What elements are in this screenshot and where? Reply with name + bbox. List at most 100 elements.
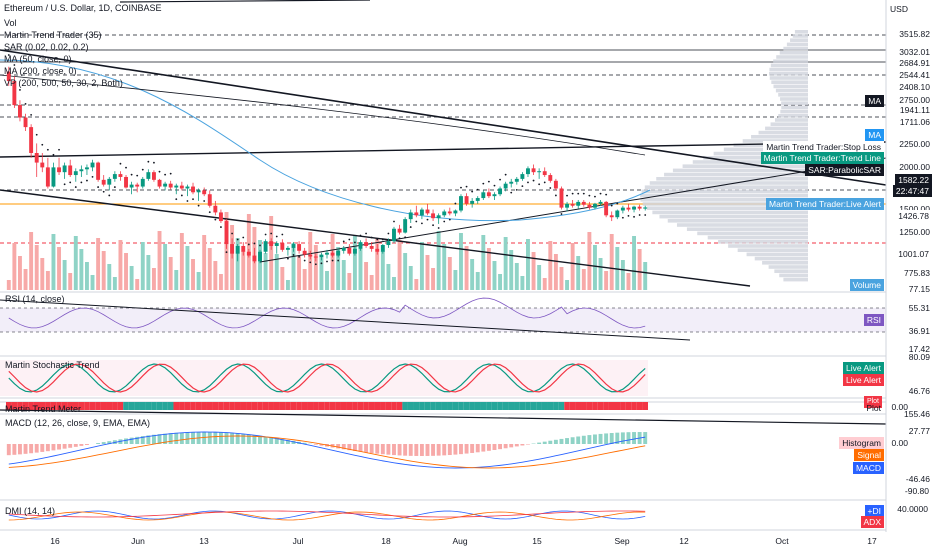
sar-dot	[303, 259, 306, 262]
volume-bar	[40, 258, 45, 290]
macd-histogram-bar	[375, 444, 380, 454]
macd-histogram-bar	[453, 444, 458, 455]
sar-dot	[460, 186, 462, 189]
volume-profile-bar	[781, 101, 808, 105]
volume-profile-bar	[774, 269, 808, 273]
sar-dot	[186, 200, 189, 202]
sar-dot	[426, 218, 429, 221]
trend-meter-cell	[413, 402, 420, 410]
volume-bar	[632, 236, 636, 290]
candle	[202, 190, 207, 195]
trend-meter-cell	[279, 402, 286, 410]
pane-rsi-title[interactable]: RSI (14, close)	[5, 294, 65, 304]
indicator-vol[interactable]: Vol	[4, 18, 17, 28]
volume-bar	[258, 240, 262, 290]
volume-bar	[587, 232, 592, 290]
indicator-vp[interactable]: VP (200, 500, 50, 30, 2, Both)	[4, 78, 123, 88]
trend-meter-cell	[536, 402, 542, 410]
macd-histogram-bar	[436, 444, 441, 456]
trend-meter-cell	[335, 402, 341, 410]
volume-profile-bar	[773, 59, 808, 63]
macd-histogram-bar	[174, 432, 179, 444]
volume-bar	[341, 260, 346, 290]
macd-histogram-bar	[414, 444, 419, 456]
macd-tag: MACD	[852, 462, 884, 474]
macd-histogram-bar	[464, 444, 469, 454]
volume-bar	[297, 256, 302, 290]
trend-meter-cell	[642, 402, 648, 410]
sar-dot	[432, 224, 434, 227]
trend-meter-cell	[318, 402, 325, 410]
pane-meter-title[interactable]: Martin Trend Meter	[5, 404, 82, 414]
candle	[358, 242, 363, 249]
live-alert-tag: Martin Trend Trader:Live Alert	[766, 198, 884, 210]
volume-bar	[620, 260, 625, 290]
volume-bar	[431, 268, 436, 290]
macd-histogram-bar	[51, 444, 56, 451]
indicator-sar[interactable]: SAR (0.02, 0.02, 0.2)	[4, 42, 89, 52]
sar-dot	[599, 192, 602, 195]
pane-stoch-title[interactable]: Martin Stochastic Trend	[5, 360, 100, 370]
macd-histogram-bar	[84, 444, 89, 445]
trend-meter-cell	[72, 402, 79, 410]
candle	[140, 178, 145, 187]
macd-histogram-bar	[553, 439, 558, 444]
volume-bar	[224, 212, 229, 290]
indicator-martin-trend-trader[interactable]: Martin Trend Trader (35)	[4, 30, 102, 40]
candle	[112, 174, 117, 179]
signal-line	[8, 435, 646, 469]
volume-profile-bar	[780, 97, 808, 101]
sar-dot	[270, 232, 273, 235]
plot-tag: Plot	[863, 396, 882, 408]
trend-meter-cell	[167, 402, 174, 410]
trend-meter-cell	[519, 402, 526, 410]
candle	[325, 252, 329, 255]
pane-macd-title[interactable]: MACD (12, 26, close, 9, EMA, EMA)	[5, 418, 151, 428]
candle	[531, 168, 536, 173]
candle	[364, 242, 369, 246]
trend-meter-cell	[67, 402, 73, 410]
sar-dot	[58, 148, 60, 151]
indicator-ma50[interactable]: MA (50, close, 0)	[4, 54, 72, 64]
time-tick: Jun	[131, 536, 145, 546]
sar-dot	[476, 188, 479, 191]
candle	[45, 167, 50, 187]
sar-dot	[638, 214, 641, 216]
trend-meter-cell	[156, 402, 163, 410]
sar-dot	[35, 133, 38, 136]
volume-bar	[565, 280, 570, 290]
volume-profile-bar	[768, 265, 808, 269]
trend-meter-cell	[407, 402, 414, 410]
sar-dot	[203, 200, 206, 202]
sar-dot	[91, 175, 94, 178]
macd-histogram-bar	[341, 444, 346, 450]
candle	[598, 201, 603, 204]
volume-profile-bar	[775, 88, 808, 93]
pane-dmi-title[interactable]: DMI (14, 14)	[5, 506, 56, 516]
candle	[542, 171, 547, 176]
volume-profile-bar	[751, 135, 808, 139]
macd-histogram-bar	[514, 444, 519, 447]
volume-bar	[68, 273, 73, 290]
trend-meter-cell	[229, 402, 235, 410]
macd-histogram-bar	[576, 436, 581, 444]
candle	[274, 243, 279, 246]
trend-meter-cell	[84, 402, 90, 410]
trend-meter-cell	[39, 402, 46, 410]
volume-profile-bar	[682, 164, 808, 168]
sar-dot	[320, 262, 323, 265]
volume-profile-bar	[664, 172, 808, 177]
volume-bar	[470, 259, 475, 290]
volume-profile-bar	[779, 51, 808, 55]
indicator-ma200[interactable]: MA (200, close, 0)	[4, 66, 77, 76]
sar-dot	[487, 180, 490, 183]
trend-meter-cell	[564, 402, 570, 410]
macd-histogram-bar	[570, 437, 575, 444]
volume-bar	[537, 265, 542, 290]
macd-histogram-bar	[632, 432, 636, 444]
trend-meter-cell	[486, 402, 492, 410]
macd-histogram-bar	[565, 438, 570, 444]
plus-di-tag: +DI	[864, 505, 884, 517]
trend-meter-cell	[391, 402, 397, 410]
